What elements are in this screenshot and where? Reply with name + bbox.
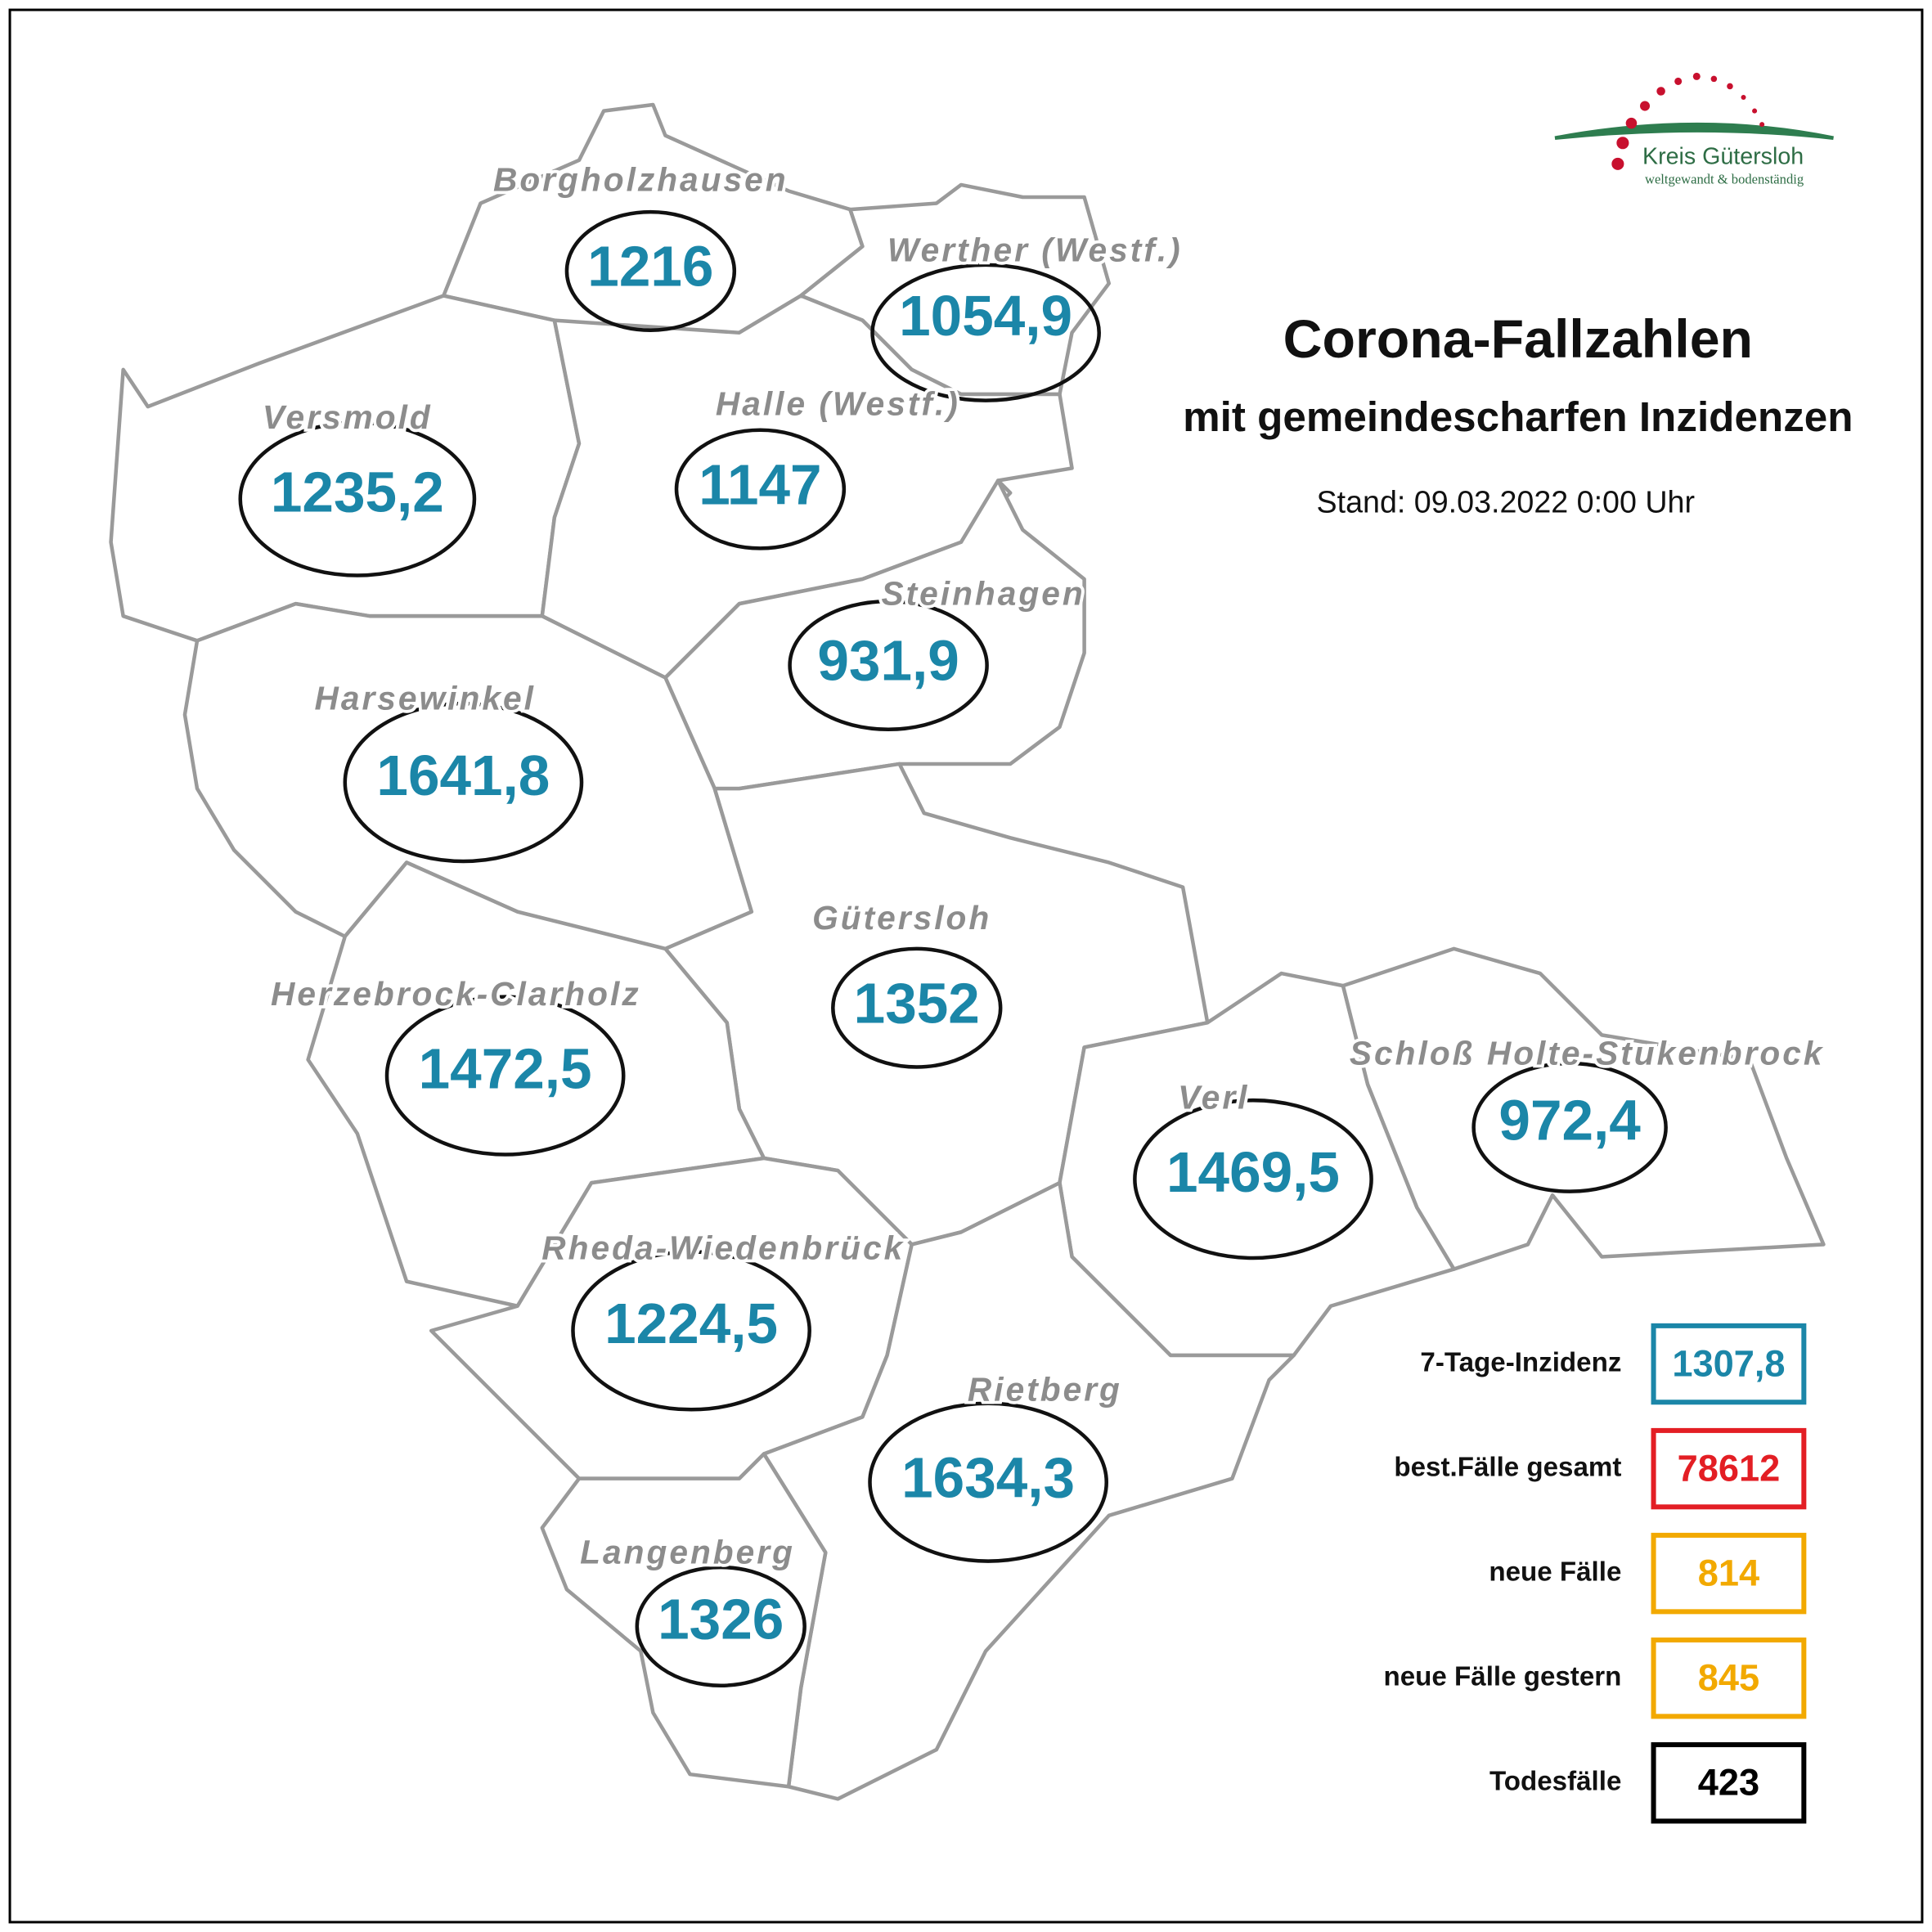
- region-name: Verl: [1178, 1079, 1249, 1117]
- region-name: Schloß Holte-Stukenbrock: [1350, 1035, 1825, 1072]
- region-name: Versmold: [263, 398, 433, 436]
- regions: [109, 102, 1826, 1801]
- region-value: 1235,2: [271, 460, 444, 523]
- oval: [870, 263, 1101, 402]
- region-name: Harsewinkel: [314, 680, 535, 717]
- legend-box: [1651, 1323, 1807, 1405]
- legend-value: 814: [1698, 1552, 1759, 1594]
- legend-box: [1651, 1427, 1807, 1510]
- legend-value: 845: [1698, 1657, 1759, 1699]
- region: [540, 1452, 828, 1789]
- date: Stand: 09.03.2022 0:00 Uhr: [1317, 485, 1696, 519]
- region-name: Rietberg: [968, 1371, 1122, 1409]
- oval: [564, 209, 737, 332]
- region-name: Rheda-Wiedenbrück: [541, 1229, 905, 1267]
- logo-dots: [1611, 72, 1765, 170]
- oval: [831, 946, 1003, 1069]
- region-value: 1634,3: [901, 1445, 1075, 1509]
- subtitle: mit gemeindescharfen Inzidenzen: [1183, 393, 1853, 440]
- logo-swoosh: [1554, 122, 1834, 140]
- legend-label: best.Fälle gesamt: [1394, 1452, 1621, 1482]
- legend: 7-Tage-Inzidenz 1307,8 best.Fälle gesamt 78…: [1384, 1323, 1807, 1824]
- oval: [788, 599, 989, 732]
- oval: [384, 995, 626, 1157]
- legend-value: 1307,8: [1672, 1343, 1785, 1385]
- region-value: 1469,5: [1166, 1140, 1340, 1204]
- region: [540, 294, 1074, 680]
- region-name: Herzebrock-Clarholz: [271, 975, 641, 1013]
- region-value: 1216: [587, 235, 713, 299]
- legend-label: neue Fälle: [1489, 1557, 1621, 1587]
- region-value: 1641,8: [376, 744, 550, 807]
- labels: Borgholzhausen 1216 Werther (Westf.) 105…: [259, 158, 1825, 1651]
- logo: Kreis Gütersloh weltgewandt & bodenständ…: [1554, 72, 1834, 186]
- oval: [343, 701, 584, 864]
- oval: [1133, 1098, 1373, 1260]
- legend-label: 7-Tage-Inzidenz: [1420, 1347, 1621, 1377]
- legend-box: [1651, 1742, 1807, 1824]
- region-value: 1472,5: [419, 1036, 592, 1100]
- legend-value: 78612: [1678, 1448, 1781, 1489]
- region-name: Borgholzhausen: [493, 160, 789, 198]
- legend-label: Todesfälle: [1489, 1766, 1621, 1796]
- logo-slogan: weltgewandt & bodenständig: [1645, 171, 1804, 186]
- legend-box: [1651, 1637, 1807, 1719]
- logo-name: Kreis Gütersloh: [1642, 143, 1804, 169]
- legend-label: neue Fälle gestern: [1384, 1661, 1622, 1692]
- ovals: [238, 209, 1668, 1687]
- legend-box: [1651, 1532, 1807, 1615]
- region-value: 1224,5: [604, 1292, 778, 1355]
- region-value: 931,9: [817, 629, 959, 693]
- region: [1341, 946, 1826, 1271]
- title: Corona-Fallzahlen: [1283, 309, 1753, 370]
- oval: [571, 1250, 811, 1412]
- oval: [1471, 1061, 1668, 1193]
- region-name: Steinhagen: [881, 575, 1085, 613]
- region-value: 972,4: [1498, 1089, 1641, 1152]
- region-value: 1054,9: [899, 284, 1072, 348]
- oval: [868, 1401, 1108, 1563]
- region-value: 1352: [854, 972, 980, 1036]
- region-name: Werther (Westf.): [887, 231, 1183, 268]
- oval: [635, 1565, 806, 1687]
- oval: [238, 420, 477, 577]
- region-value: 1326: [658, 1588, 784, 1651]
- oval: [674, 428, 847, 550]
- legend-value: 423: [1698, 1762, 1759, 1804]
- region-value: 1147: [699, 452, 821, 516]
- region-name: Halle (Westf.): [716, 385, 960, 423]
- region-name: Langenberg: [580, 1534, 795, 1571]
- region-name: Gütersloh: [812, 899, 991, 937]
